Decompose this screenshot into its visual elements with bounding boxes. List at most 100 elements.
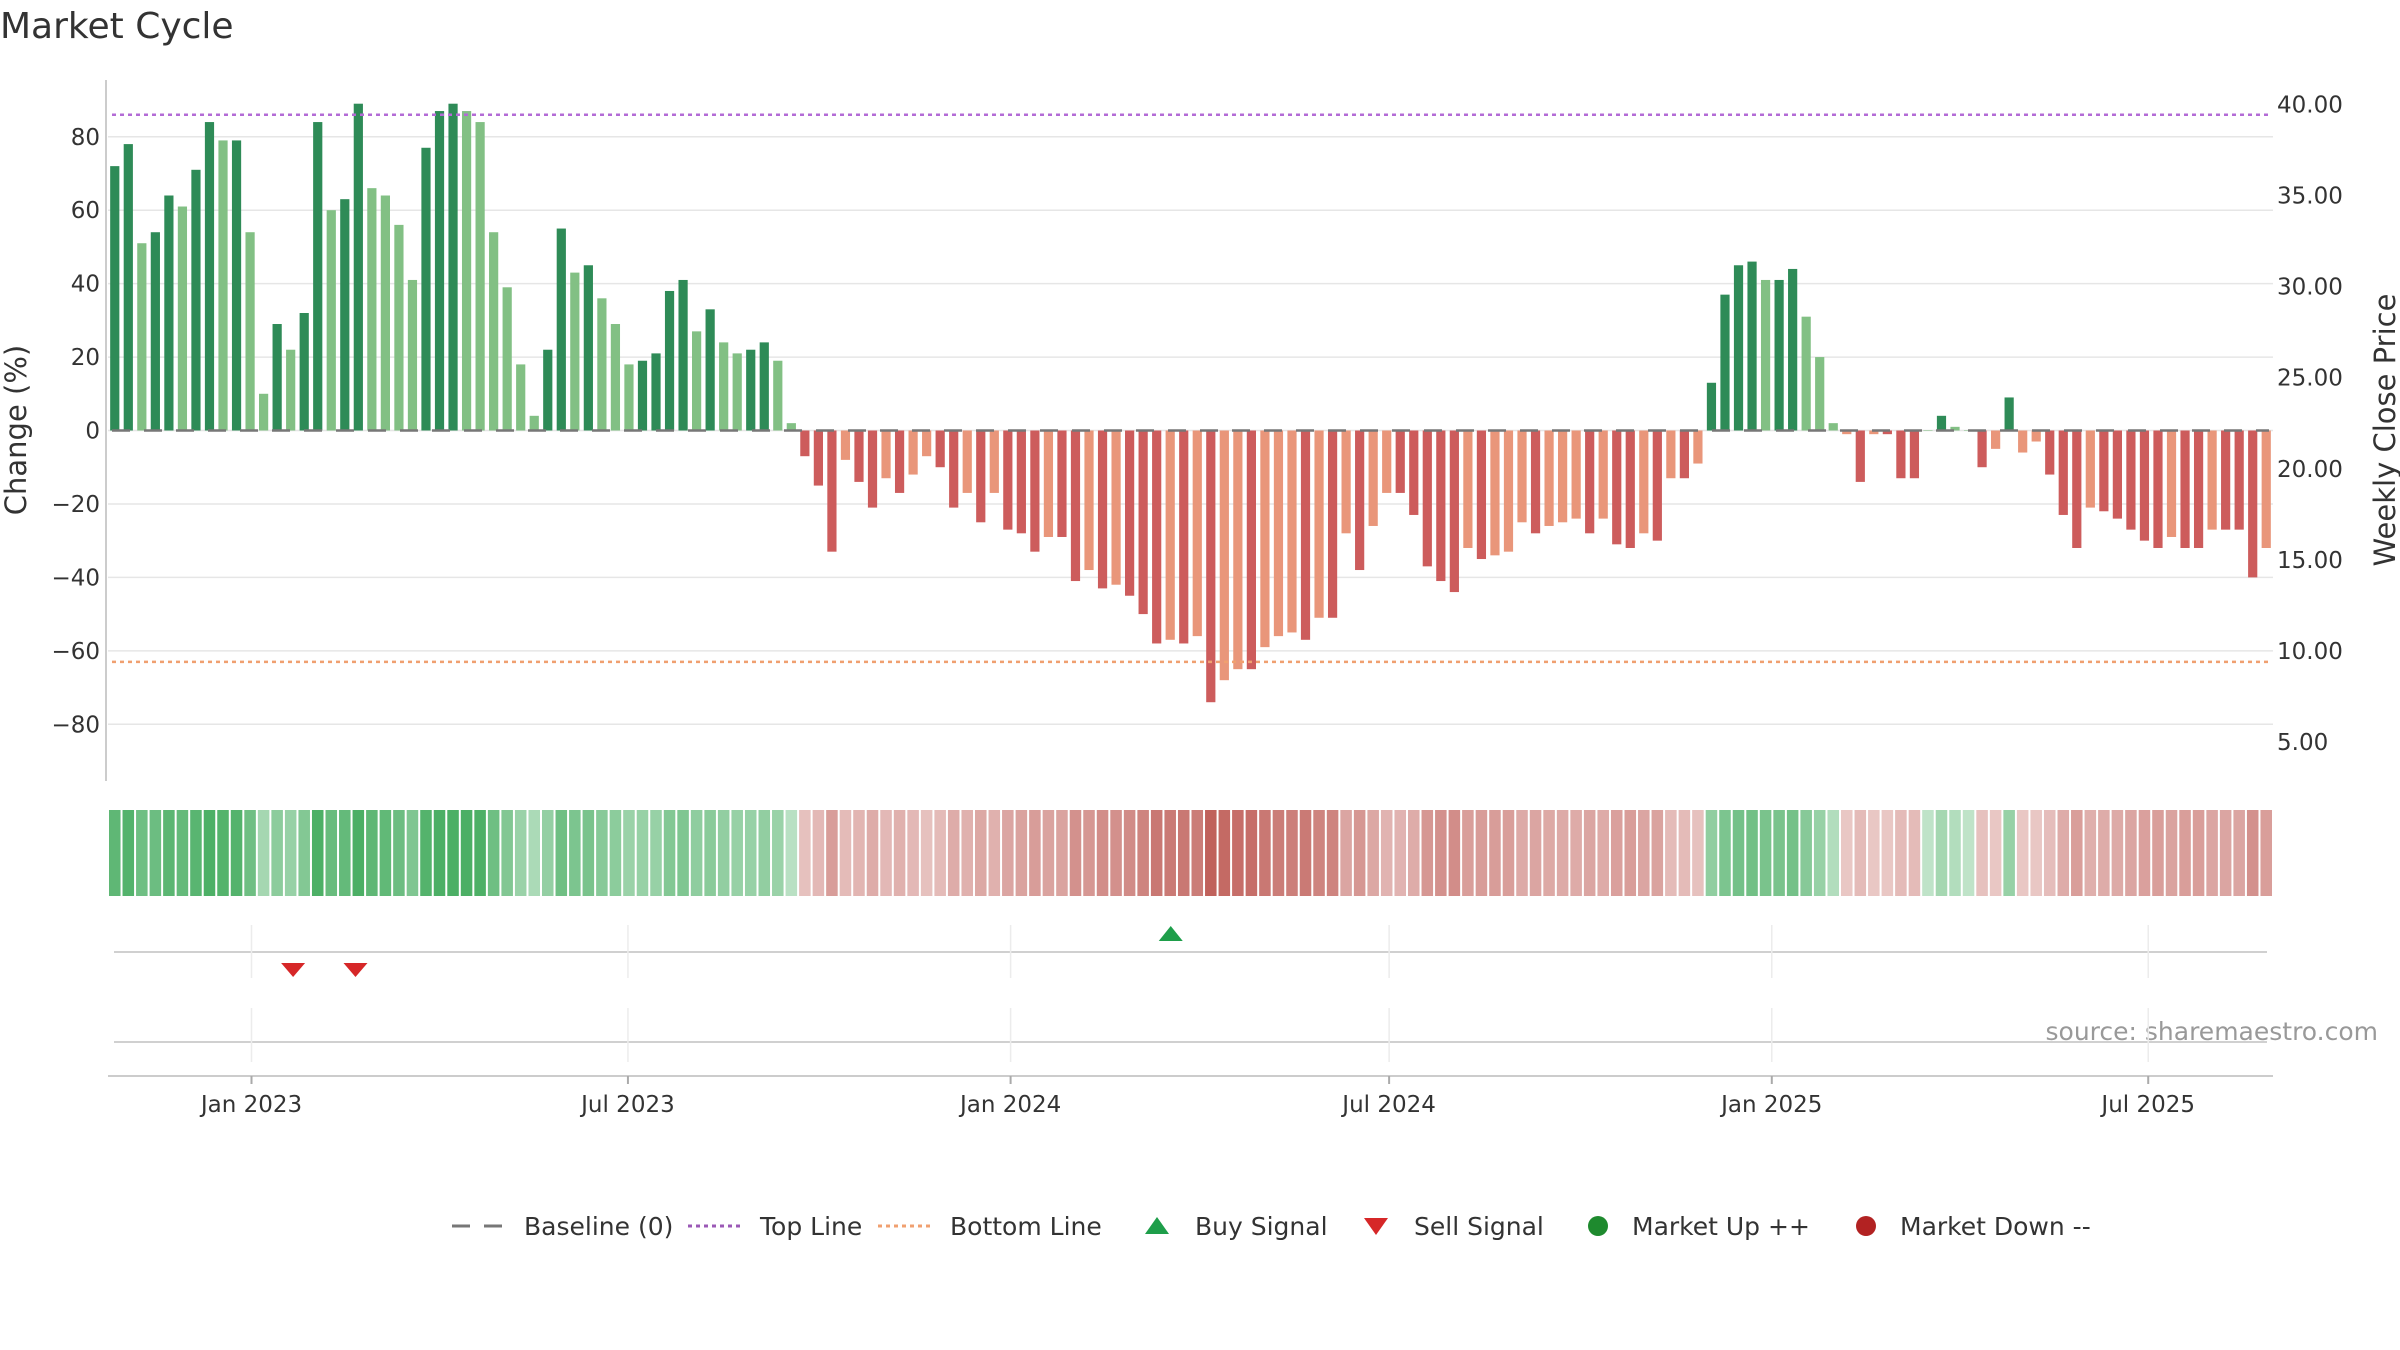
change-bar bbox=[1625, 430, 1635, 548]
zone-cell bbox=[961, 810, 973, 896]
change-bar bbox=[962, 430, 972, 493]
change-bar bbox=[2072, 430, 2082, 548]
change-bar bbox=[746, 349, 756, 431]
y-tick-label: −40 bbox=[51, 565, 100, 591]
change-bar bbox=[2221, 430, 2231, 530]
x-tick-label: Jul 2023 bbox=[579, 1092, 675, 1118]
change-bar bbox=[529, 415, 539, 431]
zone-cell bbox=[1638, 810, 1650, 896]
zone-cell bbox=[2098, 810, 2110, 896]
change-bar bbox=[123, 144, 133, 431]
y2-tick-label: 15.00 bbox=[2277, 548, 2343, 574]
zone-cell bbox=[1529, 810, 1542, 896]
y-tick-label: 60 bbox=[71, 198, 100, 224]
zone-cell bbox=[2043, 810, 2056, 896]
change-bar bbox=[1125, 430, 1135, 596]
change-bar bbox=[1909, 430, 1920, 479]
change-bar bbox=[502, 287, 512, 431]
change-bar bbox=[1801, 316, 1811, 431]
change-bar bbox=[2261, 430, 2271, 548]
change-bar bbox=[800, 430, 810, 457]
change-bar bbox=[854, 430, 864, 482]
zone-cell bbox=[1326, 810, 1339, 896]
change-bar bbox=[570, 272, 580, 431]
zone-cell bbox=[772, 810, 784, 896]
change-bar bbox=[543, 349, 553, 431]
change-bar bbox=[110, 166, 120, 431]
change-bar bbox=[1206, 430, 1216, 703]
zone-cell bbox=[1895, 810, 1907, 896]
zone-cell bbox=[839, 810, 852, 896]
zone-cell bbox=[298, 810, 310, 896]
change-bar bbox=[583, 265, 593, 431]
change-bar bbox=[1612, 430, 1622, 545]
zone-cell bbox=[2219, 810, 2232, 896]
change-bar bbox=[2139, 430, 2150, 541]
zone-cell bbox=[582, 810, 595, 896]
change-bar bbox=[1192, 430, 1202, 637]
change-bar bbox=[1977, 430, 1987, 468]
zone-cell bbox=[1976, 810, 1988, 896]
change-bar bbox=[881, 430, 891, 479]
change-bar bbox=[299, 313, 309, 431]
legend-item: Top Line bbox=[688, 1212, 862, 1241]
zone-cell bbox=[487, 810, 500, 896]
zone-cell bbox=[1868, 810, 1880, 896]
change-bar bbox=[867, 430, 878, 508]
change-bar bbox=[1869, 430, 1879, 435]
zone-cell bbox=[609, 810, 622, 896]
zone-cell bbox=[1556, 810, 1569, 896]
change-bar bbox=[989, 430, 999, 493]
zone-cell bbox=[1083, 810, 1095, 896]
zone-cell bbox=[717, 810, 730, 896]
change-bar bbox=[150, 232, 160, 431]
zone-cell bbox=[176, 810, 189, 896]
sell-signal-marker bbox=[281, 963, 306, 977]
change-bar bbox=[2248, 430, 2258, 578]
change-bar bbox=[394, 224, 404, 431]
zone-cell bbox=[1543, 810, 1555, 896]
zone-cell bbox=[1272, 810, 1285, 896]
change-bar bbox=[1490, 430, 1500, 556]
y2-tick-label: 40.00 bbox=[2277, 92, 2343, 118]
change-bar bbox=[1530, 430, 1541, 534]
zone-cell bbox=[447, 810, 459, 896]
legend-item: Buy Signal bbox=[1145, 1212, 1328, 1241]
change-bar bbox=[692, 331, 702, 431]
zone-cell bbox=[866, 810, 879, 896]
zone-cell bbox=[1665, 810, 1677, 896]
zone-cell bbox=[1800, 810, 1812, 896]
change-bar bbox=[1760, 279, 1771, 431]
change-bar bbox=[1679, 430, 1689, 479]
zone-cell bbox=[379, 810, 392, 896]
zone-cell bbox=[2179, 810, 2191, 896]
change-bar bbox=[1666, 430, 1676, 479]
y-tick-label: −60 bbox=[51, 639, 100, 665]
zone-cell bbox=[149, 810, 162, 896]
cycle-zone-strip bbox=[109, 810, 2272, 896]
market-state-panel: source: sharemaestro.com bbox=[114, 1008, 2378, 1062]
change-bar bbox=[1733, 265, 1744, 431]
zone-cell bbox=[1123, 810, 1136, 896]
zone-cell bbox=[1259, 810, 1271, 896]
zone-cell bbox=[1421, 810, 1434, 896]
zone-cell bbox=[1394, 810, 1406, 896]
change-bar bbox=[272, 324, 282, 431]
zone-cell bbox=[934, 810, 946, 896]
change-bar bbox=[1233, 430, 1243, 670]
change-bar bbox=[827, 430, 837, 552]
change-bar bbox=[461, 111, 472, 431]
zone-cell bbox=[514, 810, 527, 896]
change-bar bbox=[448, 103, 458, 431]
change-bar bbox=[2085, 430, 2095, 508]
change-bar bbox=[286, 349, 296, 431]
change-bar bbox=[245, 232, 255, 431]
zone-cell bbox=[2152, 810, 2164, 896]
zone-cell bbox=[893, 810, 906, 896]
change-bar bbox=[1097, 430, 1108, 589]
change-bar bbox=[1788, 268, 1798, 431]
legend-symbol-circle bbox=[1588, 1216, 1608, 1236]
change-bar bbox=[2193, 430, 2204, 548]
change-bar bbox=[935, 430, 945, 468]
